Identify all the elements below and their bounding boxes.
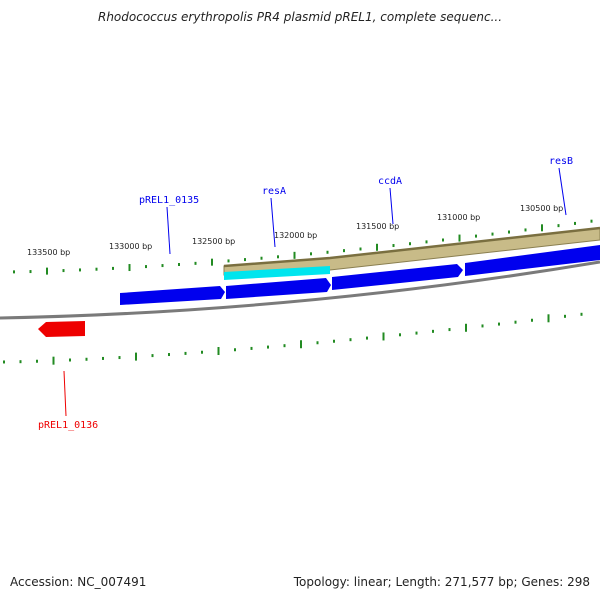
tick-label: 131500 bp [356,222,399,231]
tick-label: 131000 bp [437,213,480,222]
gene-label[interactable]: resA [262,186,286,197]
tan-feature-edge [223,226,600,268]
tick-labels: 133500 bp 133000 bp 132500 bp 132000 bp 1315… [27,204,563,257]
gene-arrow-prel1-0135[interactable] [120,286,225,305]
gene-leader-line [389,187,394,225]
gene-arrow-prel1-0136[interactable] [38,321,85,337]
lower-tick-row [3,312,583,365]
upper-tick-row [13,219,593,275]
gene-leader-line [63,370,67,417]
tick-label: 130500 bp [520,204,563,213]
map-title: Rhodococcus erythropolis PR4 plasmid pRE… [97,10,503,24]
gene-labels: pREL1_0135 resA ccdA resB pREL1_0136 [38,156,573,431]
gene-label[interactable]: pREL1_0136 [38,420,98,431]
tick-label: 133500 bp [27,248,70,257]
cyan-feature [224,266,330,280]
gene-label[interactable]: resB [549,156,573,167]
tick-label: 132000 bp [274,231,317,240]
backbone-line [0,260,600,320]
topology-summary: Topology: linear; Length: 271,577 bp; Ge… [293,575,590,589]
gene-label[interactable]: pREL1_0135 [139,195,199,206]
accession-text: Accession: NC_007491 [10,575,147,589]
tick-label: 133000 bp [109,242,152,251]
gene-label[interactable]: ccdA [378,176,402,187]
gene-arrow-resb[interactable] [465,245,600,276]
gene-arrow-ccda[interactable] [332,264,463,290]
tick-label: 132500 bp [192,237,235,246]
gene-arrow-resa[interactable] [226,278,331,299]
gene-leader-line [558,167,567,216]
gene-leader-line [166,206,171,255]
gene-leader-line [270,197,276,248]
